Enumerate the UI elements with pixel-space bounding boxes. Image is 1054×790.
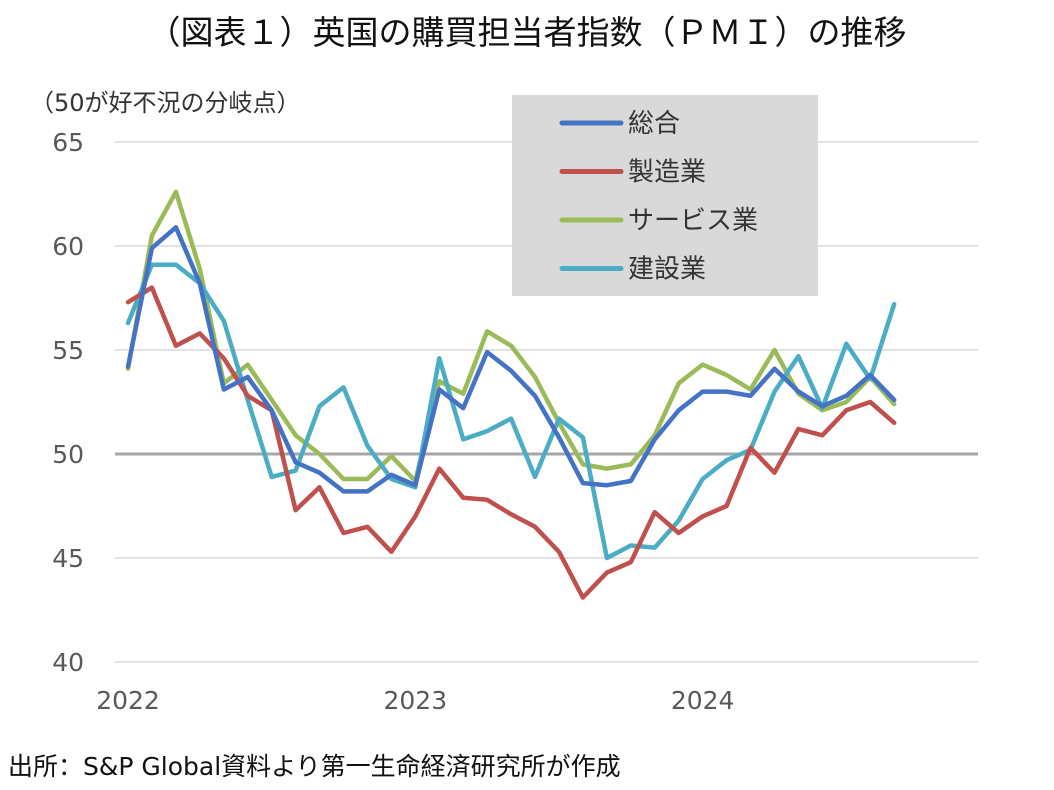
y-tick-55: 55: [52, 336, 84, 365]
x-tick-2024: 2024: [671, 686, 735, 715]
y-axis-unit-label: （50が好不況の分岐点）: [30, 89, 301, 117]
y-tick-40: 40: [52, 648, 84, 677]
chart-title: （図表１）英国の購買担当者指数（ＰＭＩ）の推移: [148, 13, 907, 52]
series-line-2: [125, 189, 897, 484]
legend-background: [512, 95, 818, 296]
series-line-0: [125, 225, 897, 494]
series-line-3: [125, 262, 897, 561]
x-tick-labels: 2022 2023 2024: [96, 686, 734, 715]
legend-label-2: サービス業: [628, 206, 758, 236]
y-tick-60: 60: [52, 232, 84, 261]
series-lines: [125, 189, 897, 600]
gridlines: [115, 141, 978, 663]
x-tick-2023: 2023: [384, 686, 448, 715]
legend-label-3: 建設業: [628, 255, 706, 285]
y-tick-labels: 65 60 55 50 45 40: [52, 128, 84, 677]
source-note: 出所：S&P Global資料より第一生命経済研究所が作成: [8, 752, 621, 781]
y-tick-65: 65: [52, 128, 84, 157]
legend-label-0: 総合: [628, 109, 680, 139]
series-line-1: [125, 285, 897, 600]
y-tick-45: 45: [52, 544, 84, 573]
y-tick-50: 50: [52, 440, 84, 469]
legend-label-1: 製造業: [628, 158, 706, 188]
x-tick-2022: 2022: [96, 686, 160, 715]
